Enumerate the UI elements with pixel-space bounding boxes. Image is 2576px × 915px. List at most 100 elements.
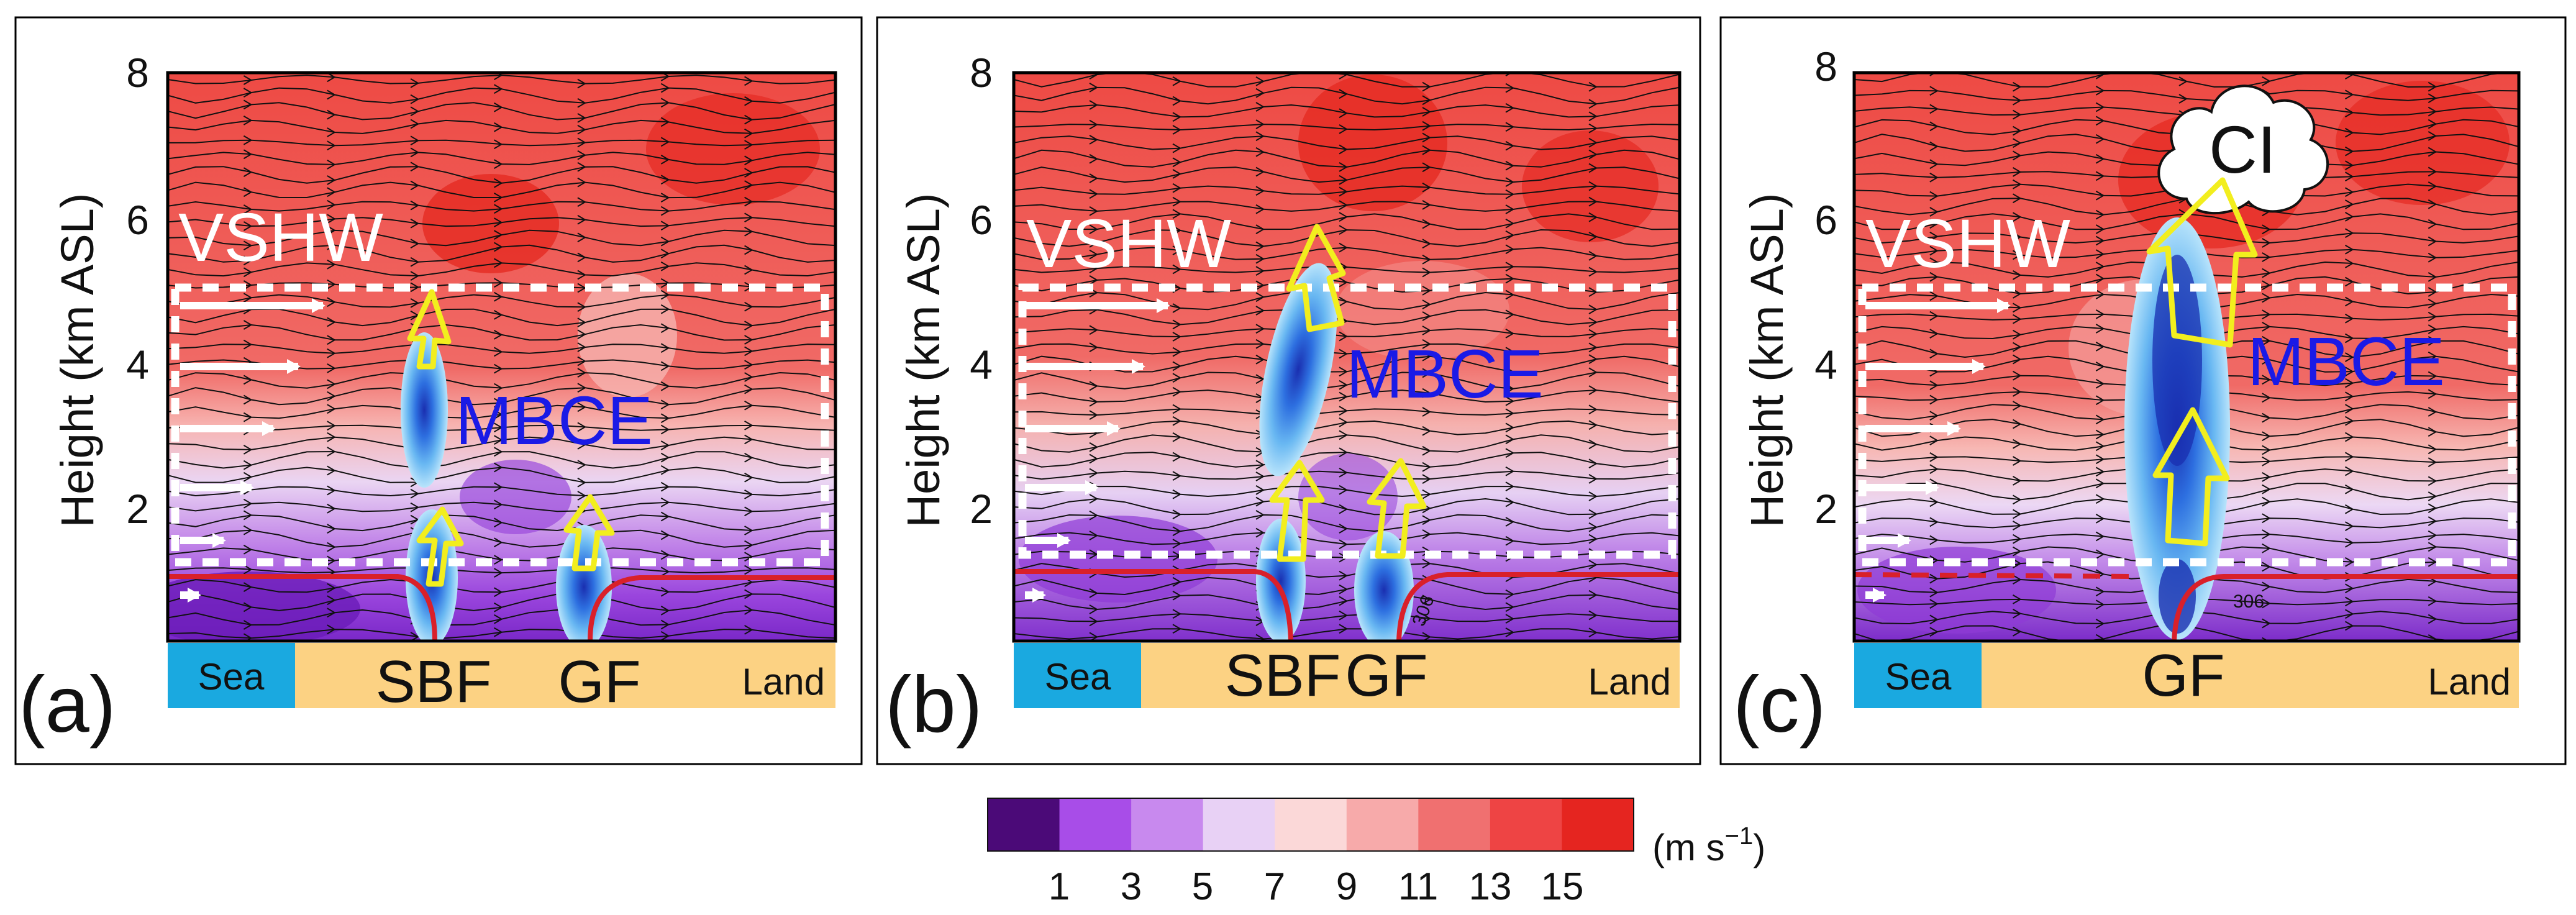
streamline-arrow — [2012, 125, 2022, 136]
streamline-arrow — [243, 240, 253, 251]
streamline-arrow — [1339, 242, 1348, 253]
streamline-arrow — [327, 404, 336, 414]
streamline-arrow — [2428, 272, 2437, 282]
streamline-arrow — [2428, 634, 2437, 641]
streamline-arrow — [660, 137, 670, 147]
streamline-arrow — [1255, 241, 1265, 252]
streamline-arrow — [660, 381, 670, 391]
streamline-arrow — [1422, 474, 1431, 484]
streamline-arrow — [2095, 619, 2105, 629]
streamline-arrow — [1505, 481, 1514, 491]
streamline-arrow — [1505, 517, 1514, 527]
streamline-arrow — [2344, 504, 2354, 514]
streamline-arrow — [1422, 121, 1431, 131]
streamline-arrow — [410, 147, 420, 158]
streamline-arrow — [1422, 182, 1431, 193]
streamline-arrow — [410, 502, 420, 512]
streamline-arrow — [660, 497, 670, 508]
streamline-arrow — [1339, 212, 1348, 222]
streamline-arrow — [660, 206, 670, 216]
streamline-arrow — [1505, 244, 1514, 255]
streamline-arrow — [1089, 453, 1098, 464]
streamline-arrow — [660, 304, 670, 314]
streamline-arrow — [660, 323, 670, 334]
streamline-arrow — [744, 128, 753, 139]
streamline-arrow — [1588, 534, 1598, 544]
ytick-4: 4 — [1814, 342, 1837, 388]
streamline-arrow — [243, 135, 253, 145]
streamline-arrow — [1339, 296, 1348, 307]
streamline-arrow — [1588, 560, 1598, 570]
streamline-arrow — [2262, 412, 2271, 423]
streamline-arrow — [577, 177, 586, 188]
streamline-arrow — [1089, 616, 1098, 627]
streamline-arrow — [577, 402, 586, 412]
streamline-arrow — [243, 280, 253, 290]
streamline-arrow — [1089, 100, 1098, 110]
streamline-arrow — [1339, 596, 1348, 606]
streamline-arrow — [327, 187, 336, 198]
streamline-arrow — [2012, 558, 2022, 568]
streamline-arrow — [2428, 106, 2437, 117]
yellow-arrow — [1269, 224, 1427, 562]
streamline-arrow — [2012, 342, 2022, 352]
streamline-arrow — [2012, 419, 2022, 429]
streamline-arrow — [1339, 277, 1348, 288]
streamline-arrow — [1505, 289, 1514, 300]
streamline-arrow — [1255, 306, 1265, 316]
streamline-arrow — [1588, 99, 1598, 109]
streamline-arrow — [1339, 144, 1348, 155]
streamline-arrow — [2262, 293, 2271, 303]
streamline-arrow — [2344, 621, 2354, 631]
streamline-arrow — [1505, 309, 1514, 320]
streamline-arrow — [1422, 81, 1431, 92]
streamline-arrow — [1089, 189, 1098, 199]
streamline-arrow — [243, 88, 253, 98]
streamline-arrow — [493, 537, 503, 548]
streamline-arrow — [1089, 604, 1098, 614]
front-line — [1854, 572, 2131, 579]
streamline-arrow — [1422, 613, 1431, 624]
streamline-arrow — [1929, 271, 1939, 282]
cb-tick: 15 — [1541, 865, 1584, 908]
streamline-arrow — [2095, 362, 2105, 371]
streamline-arrow — [1255, 634, 1265, 641]
streamline-arrow — [327, 555, 336, 566]
streamline-arrow — [660, 261, 670, 271]
streamline-arrow — [1929, 614, 1939, 625]
streamline-arrow — [1089, 397, 1098, 407]
streamline-arrow — [2012, 401, 2022, 411]
streamline-arrow — [744, 565, 753, 575]
streamline-arrow — [577, 113, 586, 123]
streamline-arrow — [1089, 263, 1098, 273]
streamline-arrow — [1172, 452, 1181, 462]
streamline-arrow — [2428, 166, 2437, 177]
streamline-arrow — [1422, 95, 1431, 106]
streamline-arrow — [2428, 298, 2437, 309]
ytick-2: 2 — [1814, 486, 1837, 532]
streamline-arrow — [2095, 586, 2105, 597]
streamline-arrow — [327, 447, 336, 457]
streamline-arrow — [1172, 303, 1181, 313]
streamline-arrow — [1929, 535, 1939, 545]
streamline-arrow — [493, 122, 503, 132]
streamline-arrow — [1172, 404, 1181, 414]
streamline-arrow — [744, 372, 753, 382]
streamline-arrow — [2344, 583, 2354, 594]
streamline-arrow — [1339, 524, 1348, 534]
streamline-arrow — [410, 119, 420, 129]
streamline-arrow — [1588, 123, 1598, 134]
streamline-arrow — [493, 217, 503, 227]
streamline-arrow — [1422, 368, 1431, 378]
streamline-arrow — [243, 582, 253, 592]
land-strip — [1141, 643, 1680, 708]
streamline-arrow — [1255, 166, 1265, 177]
streamline-arrow — [2262, 637, 2269, 641]
streamline-arrow — [660, 550, 670, 560]
streamline-arrow — [1929, 121, 1939, 132]
front-line — [588, 575, 835, 641]
streamline-arrow — [2262, 513, 2271, 524]
ytick-2: 2 — [126, 486, 149, 532]
streamline-arrow — [493, 193, 503, 203]
streamlines — [1014, 73, 1680, 641]
